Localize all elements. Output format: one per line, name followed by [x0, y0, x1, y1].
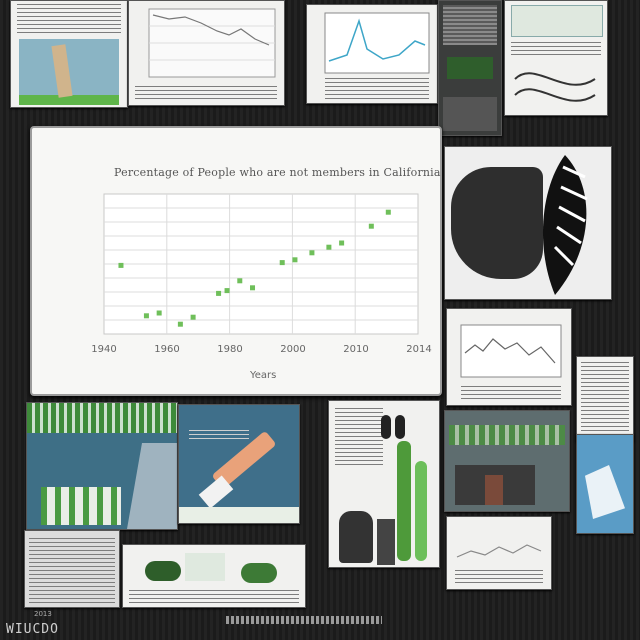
thumbnail-photo-top-center	[438, 0, 502, 136]
thumbnail-small-chart-bottom	[446, 516, 552, 590]
scatter-plot: 1940 1960 1980 2000 2010 2014	[91, 193, 432, 355]
x-tick-label: 1940	[91, 344, 116, 355]
data-point	[237, 278, 243, 284]
leaf-graphic	[542, 155, 588, 295]
data-point	[143, 313, 149, 319]
thumbnail-building-photo	[444, 410, 570, 512]
thumbnail-small-chart-graphic	[456, 544, 542, 558]
thumbnail-blue-chart-top	[306, 4, 438, 104]
x-tick-label: 1980	[217, 344, 242, 355]
chart-x-axis-label: Years	[250, 370, 277, 381]
x-tick-label: 2000	[280, 344, 305, 355]
thumbnail-leaf-illustration	[444, 146, 612, 300]
data-point	[309, 250, 315, 256]
data-point	[279, 260, 285, 266]
data-point	[292, 257, 298, 263]
data-point	[250, 285, 256, 291]
chart-title: Percentage of People who are not members…	[114, 166, 441, 179]
thumbnail-document-top-right	[504, 0, 608, 116]
thumbnail-cigarette-illustration	[178, 404, 300, 524]
data-point	[326, 244, 332, 250]
thumbnail-plants-illustration	[26, 402, 178, 530]
data-point	[156, 310, 162, 316]
data-point	[190, 314, 196, 320]
data-point	[368, 223, 374, 229]
data-point	[177, 321, 183, 327]
data-point	[118, 262, 124, 268]
footer-barcode	[226, 616, 382, 624]
x-tick-label: 1960	[154, 344, 179, 355]
thumbnail-vegetable-photo	[328, 400, 440, 568]
thumbnail-blue-chart-graphic	[324, 12, 430, 74]
thumbnail-document-top-left	[10, 0, 128, 108]
main-chart-card: Percentage of People who are not members…	[30, 126, 442, 396]
x-tick-label: 2010	[343, 344, 368, 355]
thumbnail-line-chart-right-graphic	[460, 324, 562, 378]
thumbnail-blue-diagram	[576, 434, 634, 534]
data-point	[216, 290, 222, 296]
data-point	[339, 240, 345, 246]
data-point	[385, 209, 391, 215]
thumbnail-line-chart-top	[128, 0, 285, 106]
thumbnail-diagram-graphic	[514, 72, 596, 102]
thumbnail-line-chart-right	[446, 308, 572, 406]
data-point	[224, 288, 230, 294]
thumbnail-plants-strip	[122, 544, 306, 608]
footer-logo-text: WIUCDO	[6, 622, 59, 637]
thumbnail-sidebar-document	[576, 356, 634, 442]
thumbnail-line-chart-graphic	[148, 8, 276, 78]
footer-small-text: 2013	[34, 610, 52, 618]
x-tick-label: 2014	[406, 344, 431, 355]
thumbnail-text-block-bottom-left	[24, 530, 120, 608]
